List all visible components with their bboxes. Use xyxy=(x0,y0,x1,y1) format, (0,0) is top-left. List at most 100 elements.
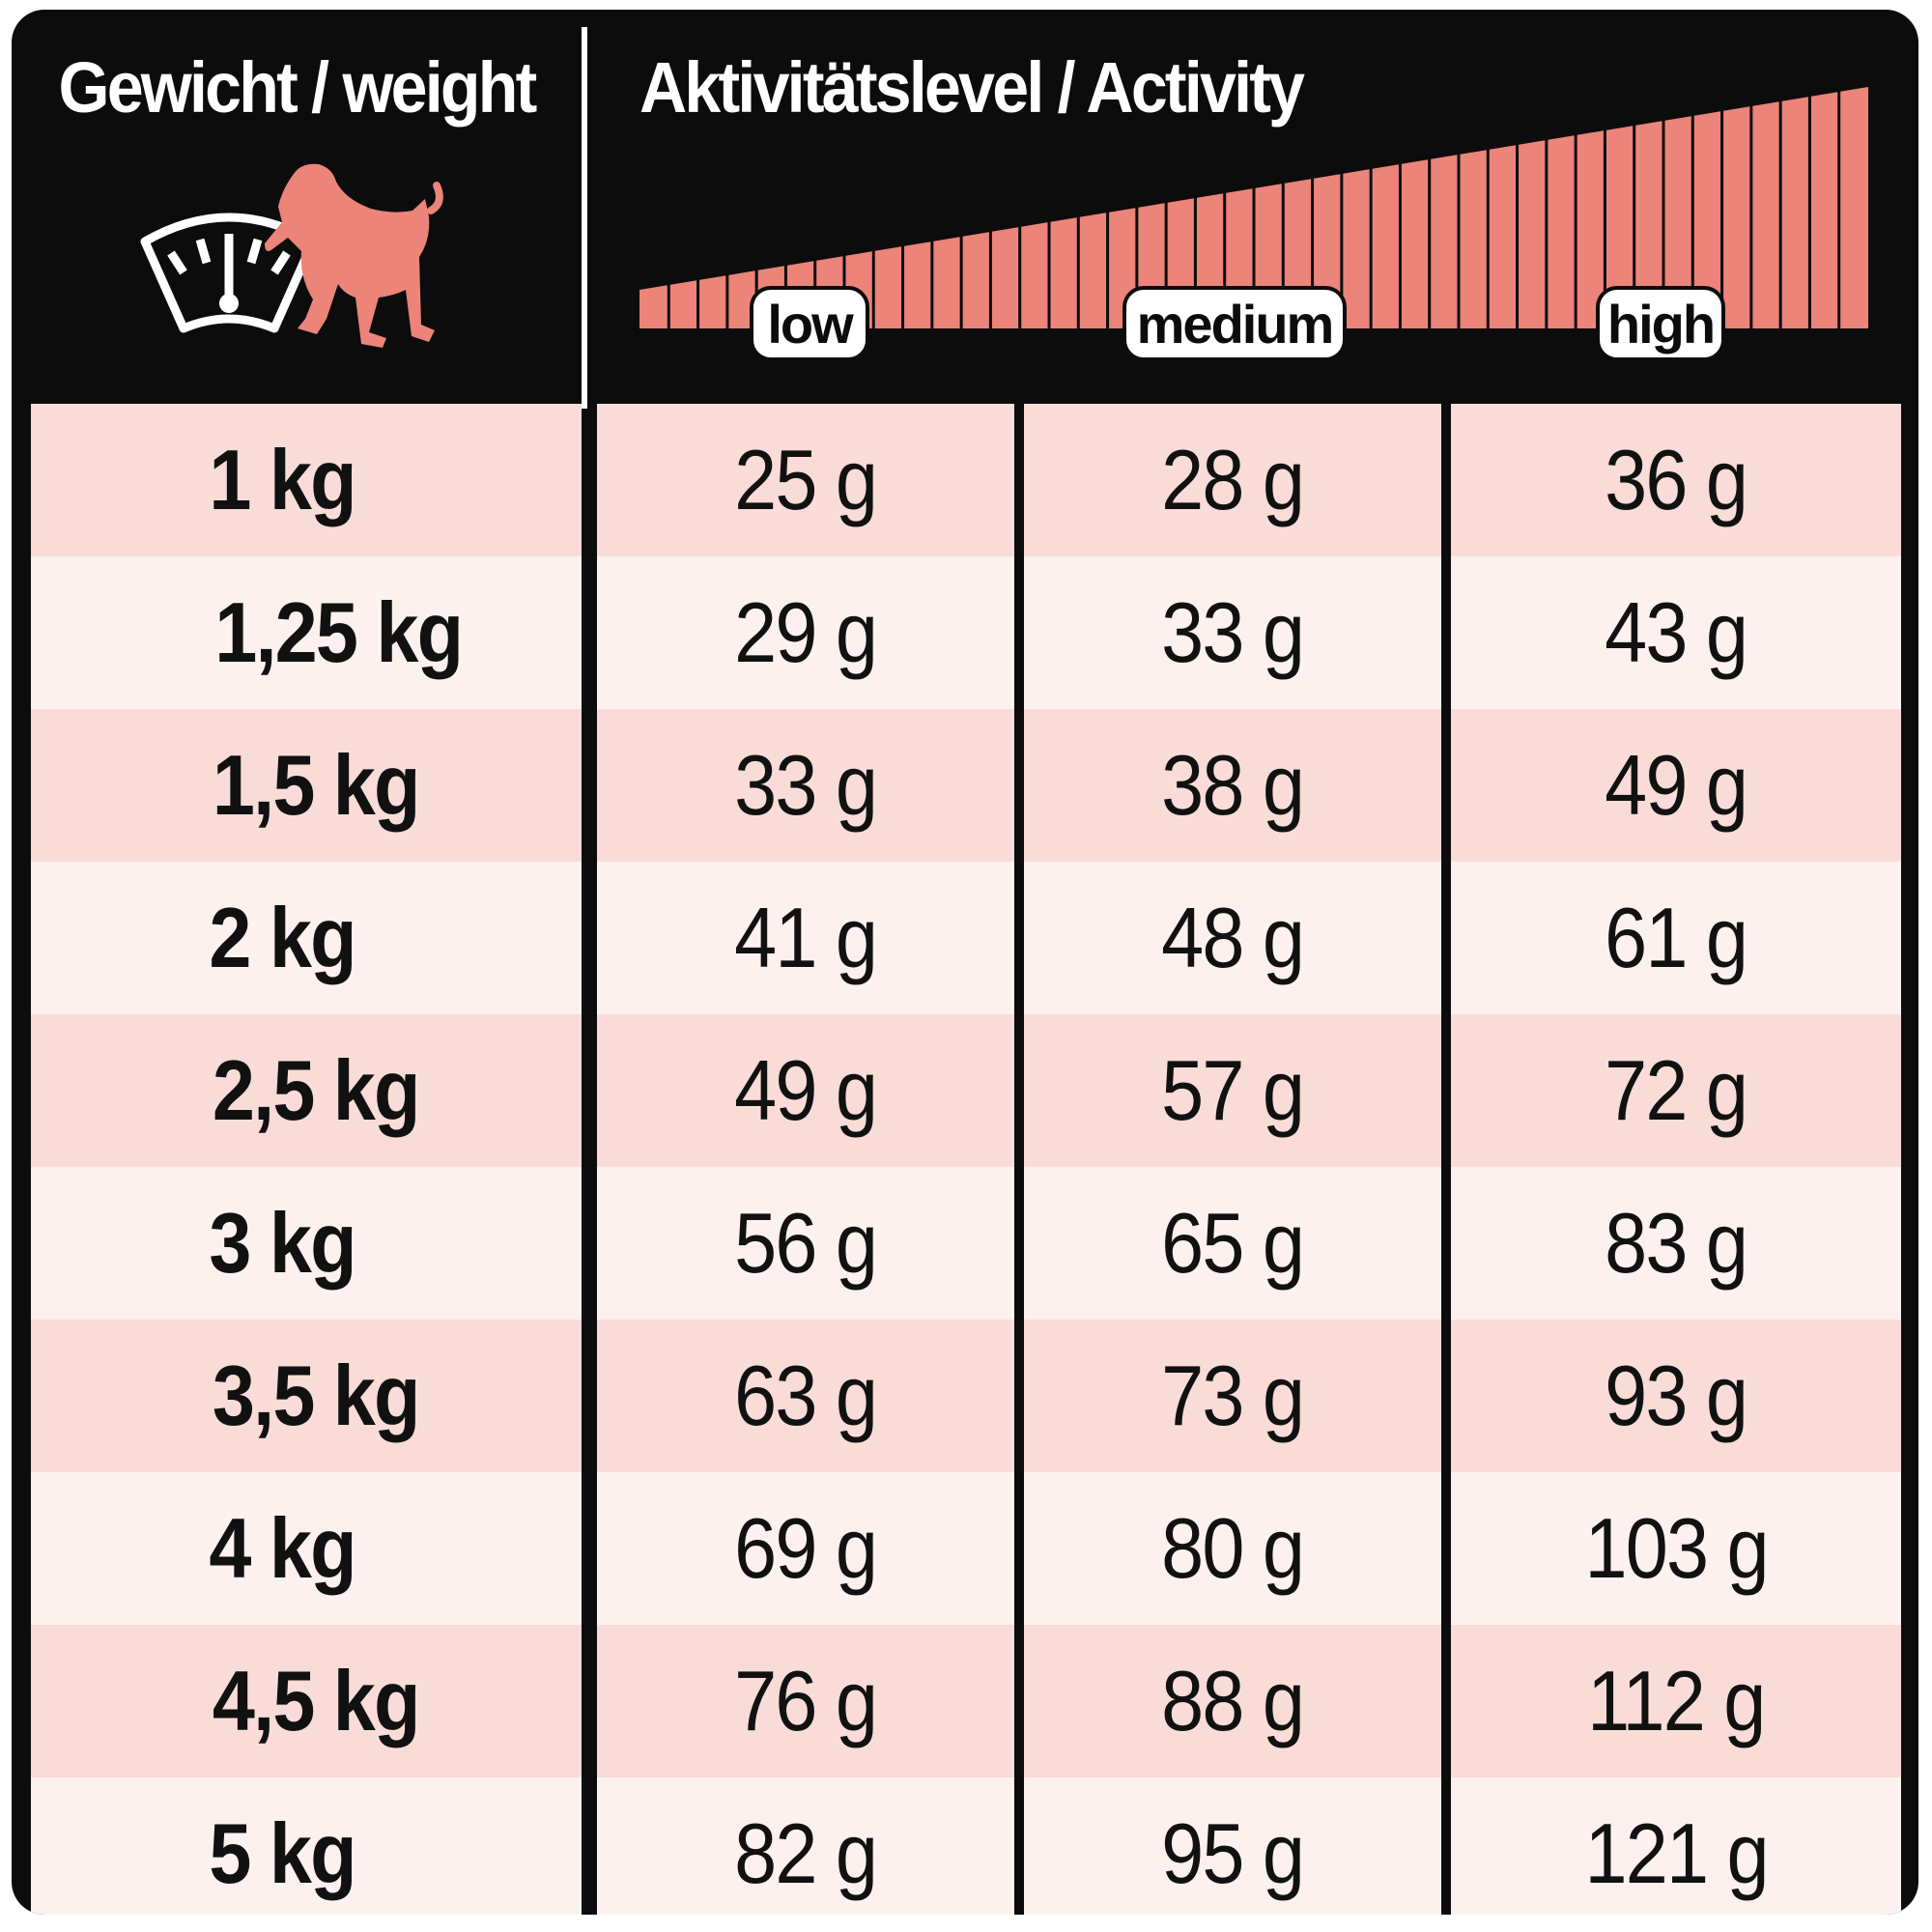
high-activity-cell-value: 112 g xyxy=(1587,1653,1766,1748)
high-activity-cell: 121 g xyxy=(1451,1777,1901,1915)
table-row: 3 kg 56 g 65 g 83 g xyxy=(31,1167,1901,1320)
scale-with-dog-icon xyxy=(140,163,443,348)
low-activity-cell: 25 g xyxy=(597,404,1014,556)
level-label-medium: medium xyxy=(1122,286,1347,361)
table-row: 4,5 kg 76 g 88 g 112 g xyxy=(31,1625,1901,1777)
high-activity-cell-value: 72 g xyxy=(1605,1042,1749,1138)
low-activity-cell-value: 33 g xyxy=(734,737,879,833)
weight-cell: 1,5 kg xyxy=(31,709,582,862)
low-activity-cell: 29 g xyxy=(597,556,1014,709)
weight-cell-value: 1,5 kg xyxy=(212,737,421,833)
high-activity-cell: 49 g xyxy=(1451,709,1901,862)
low-activity-cell-value: 63 g xyxy=(734,1348,879,1443)
medium-activity-cell: 95 g xyxy=(1024,1777,1441,1915)
weight-cell: 3 kg xyxy=(31,1167,582,1320)
low-activity-cell-value: 76 g xyxy=(734,1653,879,1748)
medium-activity-cell: 80 g xyxy=(1024,1472,1441,1625)
medium-activity-cell: 28 g xyxy=(1024,404,1441,556)
low-activity-cell: 33 g xyxy=(597,709,1014,862)
activity-ramp-bars xyxy=(639,87,1868,328)
weight-cell: 3,5 kg xyxy=(31,1320,582,1472)
weight-cell-value: 3 kg xyxy=(209,1195,356,1291)
high-activity-cell: 72 g xyxy=(1451,1014,1901,1167)
high-activity-cell: 112 g xyxy=(1451,1625,1901,1777)
medium-activity-cell-value: 38 g xyxy=(1161,737,1306,833)
weight-cell-value: 1,25 kg xyxy=(214,584,464,680)
medium-activity-cell-value: 48 g xyxy=(1161,890,1306,985)
low-activity-cell: 82 g xyxy=(597,1777,1014,1915)
high-activity-cell: 83 g xyxy=(1451,1167,1901,1320)
medium-activity-cell: 33 g xyxy=(1024,556,1441,709)
low-activity-cell: 56 g xyxy=(597,1167,1014,1320)
low-activity-cell-value: 25 g xyxy=(734,432,879,527)
high-activity-cell-value: 36 g xyxy=(1605,432,1749,527)
high-activity-cell-value: 61 g xyxy=(1605,890,1749,985)
high-activity-cell: 93 g xyxy=(1451,1320,1901,1472)
table-row: 3,5 kg 63 g 73 g 93 g xyxy=(31,1320,1901,1472)
low-activity-cell-value: 82 g xyxy=(734,1805,879,1901)
weight-cell: 1 kg xyxy=(31,404,582,556)
table-row: 1,5 kg 33 g 38 g 49 g xyxy=(31,709,1901,862)
medium-activity-cell-value: 57 g xyxy=(1161,1042,1306,1138)
low-activity-cell-value: 49 g xyxy=(734,1042,879,1138)
medium-activity-cell: 48 g xyxy=(1024,862,1441,1014)
table-row: 4 kg 69 g 80 g 103 g xyxy=(31,1472,1901,1625)
weight-cell: 5 kg xyxy=(31,1777,582,1915)
medium-activity-cell-value: 80 g xyxy=(1161,1500,1306,1596)
level-label-low: low xyxy=(750,286,869,361)
table-row: 1 kg 25 g 28 g 36 g xyxy=(31,404,1901,556)
feeding-table-body: 1 kg 25 g 28 g 36 g 1,25 kg 29 g 33 g 43 g 1,5 k… xyxy=(31,404,1901,1915)
high-activity-cell-value: 83 g xyxy=(1605,1195,1749,1291)
table-row: 5 kg 82 g 95 g 121 g xyxy=(31,1777,1901,1915)
high-activity-cell: 43 g xyxy=(1451,556,1901,709)
high-activity-cell: 36 g xyxy=(1451,404,1901,556)
medium-activity-cell: 73 g xyxy=(1024,1320,1441,1472)
medium-activity-cell: 57 g xyxy=(1024,1014,1441,1167)
medium-activity-cell-value: 73 g xyxy=(1161,1348,1306,1443)
level-label-high: high xyxy=(1596,286,1725,361)
medium-activity-cell-value: 95 g xyxy=(1161,1805,1306,1901)
low-activity-cell: 69 g xyxy=(597,1472,1014,1625)
weight-cell-value: 4 kg xyxy=(209,1500,356,1596)
medium-activity-cell-value: 65 g xyxy=(1161,1195,1306,1291)
weight-cell-value: 2,5 kg xyxy=(212,1042,421,1138)
low-activity-cell-value: 69 g xyxy=(734,1500,879,1596)
low-activity-cell: 63 g xyxy=(597,1320,1014,1472)
activity-ramp-graphic xyxy=(639,87,1868,328)
high-activity-cell-value: 93 g xyxy=(1605,1348,1749,1443)
high-activity-cell: 103 g xyxy=(1451,1472,1901,1625)
weight-cell: 2 kg xyxy=(31,862,582,1014)
dog-icon xyxy=(265,163,435,348)
weight-cell-value: 3,5 kg xyxy=(212,1348,421,1443)
feeding-table: Gewicht / weight Aktivitätslevel / Activ… xyxy=(12,10,1918,1915)
low-activity-cell-value: 41 g xyxy=(734,890,879,985)
table-row: 1,25 kg 29 g 33 g 43 g xyxy=(31,556,1901,709)
weight-cell-value: 5 kg xyxy=(209,1805,356,1901)
header-divider xyxy=(582,27,587,409)
low-activity-cell: 49 g xyxy=(597,1014,1014,1167)
high-activity-cell-value: 43 g xyxy=(1605,584,1749,680)
medium-activity-cell: 88 g xyxy=(1024,1625,1441,1777)
high-activity-cell-value: 121 g xyxy=(1584,1805,1769,1901)
high-activity-cell-value: 49 g xyxy=(1605,737,1749,833)
low-activity-cell-value: 56 g xyxy=(734,1195,879,1291)
weight-cell: 4,5 kg xyxy=(31,1625,582,1777)
medium-activity-cell-value: 33 g xyxy=(1161,584,1306,680)
low-activity-cell-value: 29 g xyxy=(734,584,879,680)
weight-cell-value: 4,5 kg xyxy=(212,1653,421,1748)
medium-activity-cell-value: 88 g xyxy=(1161,1653,1306,1748)
medium-activity-cell-value: 28 g xyxy=(1161,432,1306,527)
high-activity-cell: 61 g xyxy=(1451,862,1901,1014)
low-activity-cell: 41 g xyxy=(597,862,1014,1014)
medium-activity-cell: 65 g xyxy=(1024,1167,1441,1320)
weight-cell: 1,25 kg xyxy=(31,556,582,709)
weight-header: Gewicht / weight xyxy=(12,10,582,396)
table-row: 2 kg 41 g 48 g 61 g xyxy=(31,862,1901,1014)
weight-cell: 4 kg xyxy=(31,1472,582,1625)
weight-column-title: Gewicht / weight xyxy=(58,47,538,128)
weight-cell-value: 1 kg xyxy=(209,432,356,527)
high-activity-cell-value: 103 g xyxy=(1584,1500,1769,1596)
table-row: 2,5 kg 49 g 57 g 72 g xyxy=(31,1014,1901,1167)
low-activity-cell: 76 g xyxy=(597,1625,1014,1777)
activity-column-title: Aktivitätslevel / Activity xyxy=(639,47,1305,128)
